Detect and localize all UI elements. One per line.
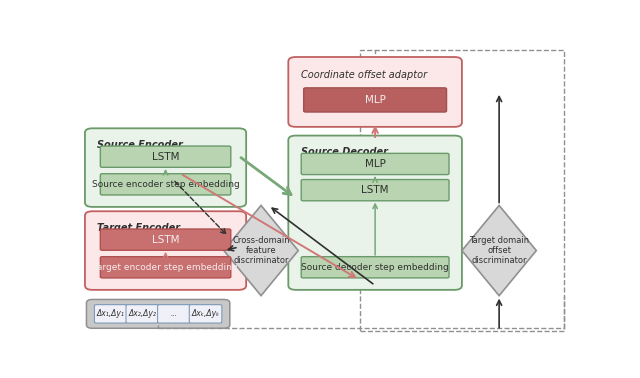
FancyBboxPatch shape (288, 57, 462, 127)
Text: Source encoder step embedding: Source encoder step embedding (92, 180, 239, 189)
FancyBboxPatch shape (301, 180, 449, 201)
Text: Coordinate offset adaptor: Coordinate offset adaptor (301, 70, 427, 80)
FancyBboxPatch shape (100, 174, 231, 195)
Text: Δxₖ,Δyₖ: Δxₖ,Δyₖ (191, 309, 220, 318)
FancyBboxPatch shape (301, 257, 449, 278)
Text: LSTM: LSTM (152, 235, 179, 245)
Polygon shape (462, 206, 536, 296)
FancyBboxPatch shape (126, 305, 159, 323)
FancyBboxPatch shape (301, 153, 449, 175)
FancyBboxPatch shape (86, 299, 230, 328)
FancyBboxPatch shape (189, 305, 222, 323)
Text: Δx₁,Δy₁: Δx₁,Δy₁ (97, 309, 125, 318)
Text: Source Encoder: Source Encoder (97, 140, 183, 150)
Text: MLP: MLP (365, 95, 385, 105)
Text: Target domain
offset
discriminator: Target domain offset discriminator (469, 235, 529, 265)
FancyBboxPatch shape (100, 229, 231, 250)
Text: LSTM: LSTM (152, 152, 179, 162)
Text: Δx₂,Δy₂: Δx₂,Δy₂ (129, 309, 156, 318)
Text: MLP: MLP (365, 159, 385, 169)
FancyBboxPatch shape (288, 136, 462, 290)
Polygon shape (224, 206, 298, 296)
Text: Source decoder step embedding: Source decoder step embedding (301, 263, 449, 272)
Text: Source Decoder: Source Decoder (301, 147, 388, 157)
Text: Target Encoder: Target Encoder (97, 223, 180, 233)
FancyBboxPatch shape (85, 128, 246, 207)
FancyBboxPatch shape (100, 257, 231, 278)
FancyBboxPatch shape (94, 305, 127, 323)
FancyBboxPatch shape (100, 146, 231, 167)
Bar (360, 50, 564, 331)
FancyBboxPatch shape (304, 88, 447, 112)
FancyBboxPatch shape (157, 305, 190, 323)
Text: Target encoder step embedding: Target encoder step embedding (93, 263, 238, 272)
FancyBboxPatch shape (85, 211, 246, 290)
Text: Cross-domain
feature
discriminator: Cross-domain feature discriminator (232, 235, 290, 265)
Text: LSTM: LSTM (362, 185, 389, 195)
Text: ...: ... (170, 309, 177, 318)
